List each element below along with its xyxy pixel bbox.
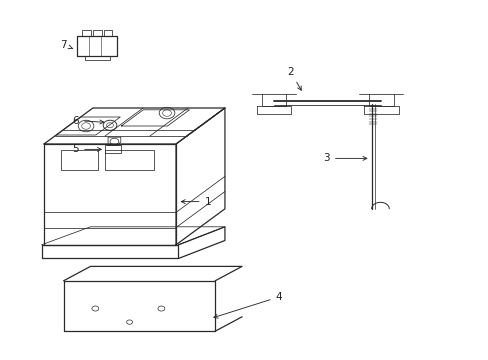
Text: 5: 5: [72, 144, 101, 154]
Text: 3: 3: [323, 153, 366, 163]
Bar: [105, 150, 154, 170]
Bar: [61, 150, 98, 170]
Text: 2: 2: [287, 67, 301, 90]
Text: 1: 1: [181, 197, 211, 207]
Text: 7: 7: [60, 40, 72, 50]
Text: 4: 4: [213, 292, 282, 318]
Text: 6: 6: [72, 116, 103, 126]
